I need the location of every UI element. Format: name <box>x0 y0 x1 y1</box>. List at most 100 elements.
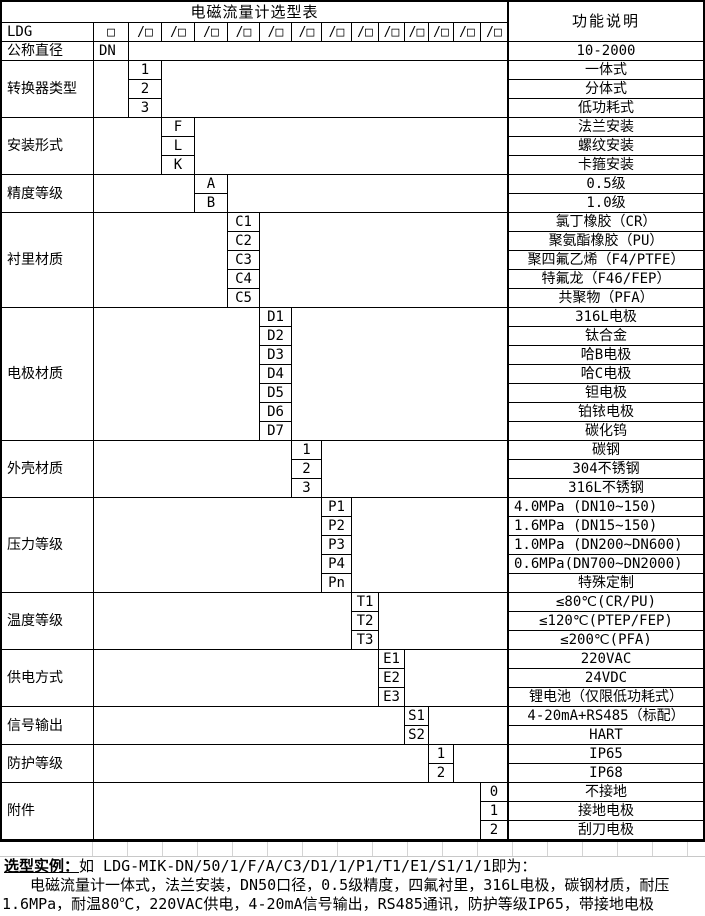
category-label-cell: 信号输出 <box>2 707 94 745</box>
option-desc-cell: 碳化钨 <box>507 422 703 441</box>
post-spacer-cell <box>379 593 507 650</box>
example-model-string: 如 LDG-MIK-DN/50/1/F/A/C3/D1/1/P1/T1/E1/S… <box>79 857 537 875</box>
option-code-cell: 2 <box>292 460 322 479</box>
option-desc-cell: 0.5级 <box>507 175 703 194</box>
category-label-cell: 压力等级 <box>2 498 94 593</box>
option-code-cell: C4 <box>228 270 260 289</box>
option-code-cell: S1 <box>405 707 429 726</box>
option-desc-cell: IP65 <box>507 745 703 764</box>
option-desc-cell: 哈B电极 <box>507 346 703 365</box>
post-spacer-cell <box>352 498 507 593</box>
option-desc-cell: 316L电极 <box>507 308 703 327</box>
option-desc-cell: 1.0MPa (DN200~DN600) <box>507 536 703 555</box>
option-code-cell: D7 <box>260 422 292 441</box>
option-desc-cell: 0.6MPa(DN700~DN2000) <box>507 555 703 574</box>
pre-spacer-cell <box>94 745 429 783</box>
option-code-cell: E1 <box>379 650 405 669</box>
category-label-cell: 衬里材质 <box>2 213 94 308</box>
example-heading-line: 选型实例：如 LDG-MIK-DN/50/1/F/A/C3/D1/1/P1/T1… <box>4 857 536 876</box>
function-column-header: 功能说明 <box>507 2 703 42</box>
option-desc-cell: 316L不锈钢 <box>507 479 703 498</box>
model-slash-box-cell: /□ <box>162 23 195 42</box>
post-spacer-cell <box>454 745 507 783</box>
table-title: 电磁流量计选型表 <box>2 2 507 23</box>
category-label-cell: 温度等级 <box>2 593 94 650</box>
example-label: 选型实例： <box>4 857 80 875</box>
model-slash-box-cell: /□ <box>129 23 162 42</box>
option-code-cell: A <box>195 175 228 194</box>
model-slash-box-cell: /□ <box>322 23 352 42</box>
option-desc-cell: 不接地 <box>507 783 703 802</box>
option-desc-cell: HART <box>507 726 703 745</box>
pre-spacer-cell <box>94 707 405 745</box>
spreadsheet-gridline <box>617 842 618 856</box>
option-desc-cell: 低功耗式 <box>507 99 703 118</box>
option-desc-cell: 钽电极 <box>507 384 703 403</box>
option-code-cell: 2 <box>429 764 454 783</box>
option-desc-cell: 卡箍安装 <box>507 156 703 175</box>
option-code-cell: C3 <box>228 251 260 270</box>
option-desc-cell: 哈C电极 <box>507 365 703 384</box>
option-desc-cell: 共聚物（PFA） <box>507 289 703 308</box>
option-code-cell: B <box>195 194 228 213</box>
option-desc-cell: 聚氨酯橡胶（PU） <box>507 232 703 251</box>
option-code-cell: 1 <box>292 441 322 460</box>
example-description-line-2: 1.6MPa，耐温80℃，220VAC供电，4-20mA信号输出，RS485通讯… <box>2 895 654 913</box>
option-code-cell: 3 <box>129 99 162 118</box>
option-code-cell: F <box>162 118 195 137</box>
option-desc-cell: 螺纹安装 <box>507 137 703 156</box>
spreadsheet-gridline <box>687 842 688 856</box>
pre-spacer-cell <box>94 213 228 308</box>
option-code-cell: E3 <box>379 688 405 707</box>
option-code-cell: T2 <box>352 612 379 631</box>
option-code-cell: E2 <box>379 669 405 688</box>
category-label-cell: 精度等级 <box>2 175 94 213</box>
category-label-cell: 防护等级 <box>2 745 94 783</box>
category-label-cell: 安装形式 <box>2 118 94 175</box>
spreadsheet-gridline <box>547 842 548 856</box>
post-spacer-cell <box>292 308 507 441</box>
option-desc-cell: 1.0级 <box>507 194 703 213</box>
spreadsheet-gridline <box>197 842 198 856</box>
diameter-code-cell: DN <box>94 42 129 61</box>
category-label-cell: 外壳材质 <box>2 441 94 498</box>
spreadsheet-gridline <box>232 842 233 856</box>
option-code-cell: Pn <box>322 574 352 593</box>
category-label-cell: 供电方式 <box>2 650 94 707</box>
option-code-cell: 1 <box>481 802 507 821</box>
option-desc-cell: 聚四氟乙烯（F4/PTFE） <box>507 251 703 270</box>
post-spacer-cell <box>195 118 507 175</box>
option-desc-cell: 分体式 <box>507 80 703 99</box>
model-prefix-cell: LDG <box>2 23 94 42</box>
post-spacer-cell <box>228 175 507 213</box>
option-code-cell: 2 <box>129 80 162 99</box>
post-spacer-cell <box>405 650 507 707</box>
option-desc-cell: 304不锈钢 <box>507 460 703 479</box>
model-slash-box-cell: /□ <box>429 23 454 42</box>
spreadsheet-gridline <box>652 842 653 856</box>
model-slash-box-cell: /□ <box>195 23 228 42</box>
option-code-cell: T3 <box>352 631 379 650</box>
option-desc-cell: 钛合金 <box>507 327 703 346</box>
option-code-cell: D4 <box>260 365 292 384</box>
model-slash-box-cell: /□ <box>228 23 260 42</box>
post-spacer-cell <box>260 213 507 308</box>
option-desc-cell: 锂电池（仅限低功耗式） <box>507 688 703 707</box>
spreadsheet-gridline <box>477 842 478 856</box>
model-slash-box-cell: /□ <box>481 23 507 42</box>
model-slash-box-cell: /□ <box>379 23 405 42</box>
option-code-cell: D6 <box>260 403 292 422</box>
option-desc-cell: 刮刀电极 <box>507 821 703 840</box>
option-desc-cell: 4.0MPa (DN10~150) <box>507 498 703 517</box>
spreadsheet-gridline <box>302 842 303 856</box>
pre-spacer-cell <box>94 61 129 118</box>
option-desc-cell: 4-20mA+RS485（标配） <box>507 707 703 726</box>
spreadsheet-gridline <box>442 842 443 856</box>
model-slash-box-cell: /□ <box>292 23 322 42</box>
option-desc-cell: 1.6MPa (DN15~150) <box>507 517 703 536</box>
model-slash-box-cell: /□ <box>260 23 292 42</box>
pre-spacer-cell <box>94 650 379 707</box>
spreadsheet-gridline <box>512 842 513 856</box>
pre-spacer-cell <box>94 308 260 441</box>
